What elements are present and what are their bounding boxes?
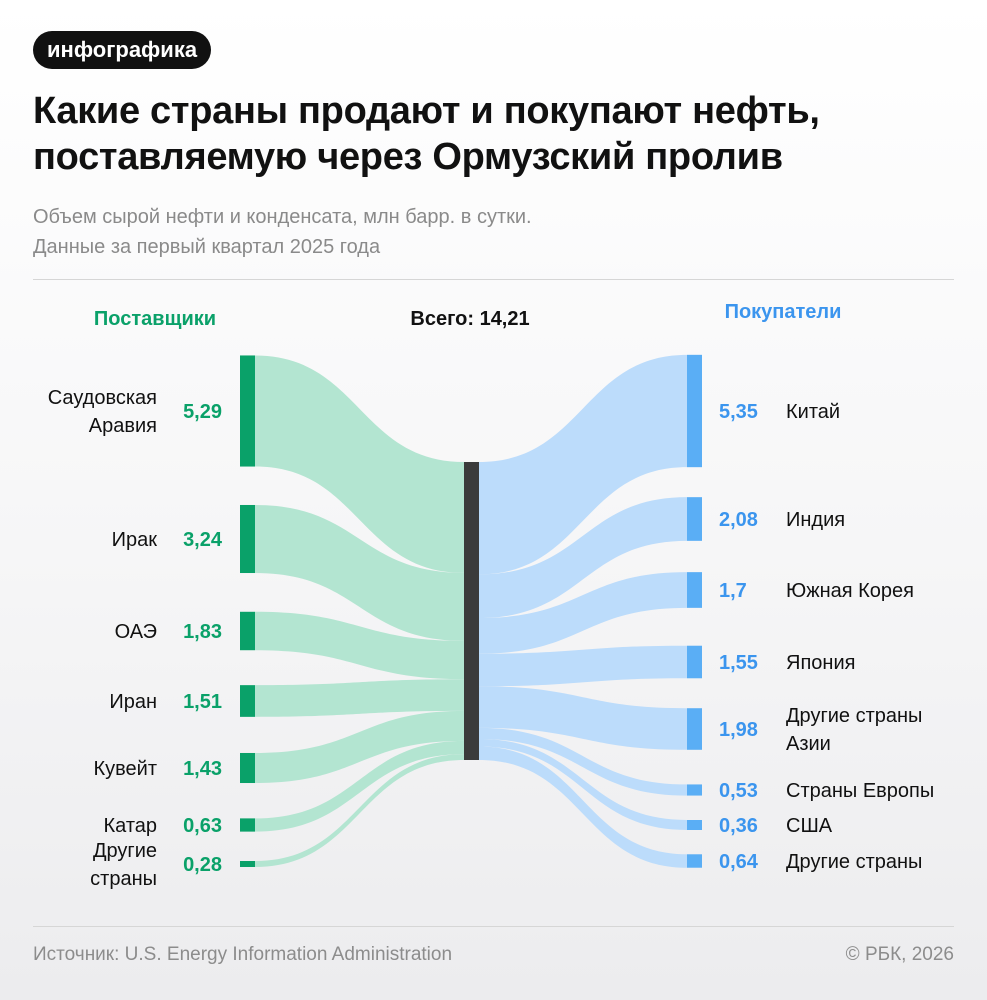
buyer-bar-южная-корея	[687, 572, 702, 608]
bottom-divider	[33, 926, 954, 927]
supplier-value-ирак: 3,24	[183, 529, 223, 551]
supplier-name-катар-0: Катар	[103, 815, 157, 837]
supplier-bar-кувейт	[240, 752, 255, 784]
buyer-bar-китай	[687, 354, 702, 468]
suppliers-header: Поставщики	[94, 308, 216, 330]
supplier-value-саудовская-аравия: 5,29	[183, 401, 222, 423]
sankey-chart: Поставщики Всего: 14,21 Покупатели 5,29 Сауд…	[48, 301, 935, 890]
center-total-bar	[464, 462, 479, 760]
buyer-name-китай-0: Китай	[786, 401, 840, 423]
subtitle-line-1: Объем сырой нефти и конденсата, млн барр…	[33, 206, 532, 228]
buyer-bar-другие-страны-азии	[687, 708, 702, 750]
buyer-value-индия: 2,08	[719, 509, 758, 531]
buyer-name-страны-европы-0: Страны Европы	[786, 780, 934, 802]
buyer-bar-другие-страны	[687, 854, 702, 868]
buyer-flow-южная-корея	[479, 572, 687, 654]
supplier-flow-катар	[255, 740, 464, 832]
supplier-value-другие-страны: 0,28	[183, 854, 222, 876]
subtitle: Объем сырой нефти и конденсата, млн барр…	[33, 202, 963, 262]
buyer-flow-страны-европы	[479, 727, 687, 796]
supplier-flow-кувейт	[255, 710, 464, 784]
supplier-bar-другие-страны	[240, 861, 255, 867]
category-tag: инфографика	[33, 31, 212, 69]
supplier-bar-оаэ	[240, 611, 255, 651]
top-divider	[33, 279, 954, 280]
buyer-name-другие-страны-азии-0: Другие страны	[786, 705, 922, 727]
buyer-bar-сша	[687, 820, 702, 830]
buyer-bar-страны-европы	[687, 784, 702, 796]
supplier-name-саудовская-аравия-1: Аравия	[89, 415, 157, 437]
supplier-value-катар: 0,63	[183, 815, 222, 837]
buyer-name-сша-0: США	[786, 815, 833, 837]
supplier-name-оаэ-0: ОАЭ	[115, 621, 157, 643]
buyer-value-другие-страны: 0,64	[719, 851, 759, 873]
supplier-bar-катар	[240, 818, 255, 832]
supplier-value-иран: 1,51	[183, 691, 222, 713]
title-line-2: поставляемую через Ормузский пролив	[33, 136, 783, 178]
supplier-bar-саудовская-аравия	[240, 355, 255, 467]
supplier-value-оаэ: 1,83	[183, 621, 222, 643]
supplier-value-кувейт: 1,43	[183, 758, 222, 780]
supplier-flow-другие-страны	[255, 754, 464, 867]
buyer-value-сша: 0,36	[719, 815, 758, 837]
buyer-flow-индия	[479, 497, 687, 619]
supplier-name-иран-0: Иран	[109, 691, 157, 713]
buyer-name-южная-корея-0: Южная Корея	[786, 580, 914, 602]
supplier-flow-саудовская-аравия	[255, 355, 464, 573]
buyer-flow-другие-страны-азии	[479, 686, 687, 750]
supplier-bar-ирак	[240, 504, 255, 574]
supplier-name-ирак-0: Ирак	[112, 529, 158, 551]
buyer-flow-япония	[479, 645, 687, 687]
supplier-bar-иран	[240, 685, 255, 717]
buyer-flow-другие-страны	[479, 746, 687, 868]
buyer-flow-сша	[479, 738, 687, 830]
buyer-name-другие-страны-азии-1: Азии	[786, 733, 831, 755]
subtitle-line-2: Данные за первый квартал 2025 года	[33, 236, 381, 258]
supplier-flow-иран	[255, 679, 464, 717]
total-label: Всего: 14,21	[410, 308, 529, 330]
title-line-1: Какие страны продают и покупают нефть,	[33, 90, 820, 132]
buyer-name-япония-0: Япония	[786, 652, 855, 674]
buyer-bar-япония	[687, 645, 702, 679]
buyer-flow-китай	[479, 354, 687, 575]
buyer-value-япония: 1,55	[719, 652, 758, 674]
buyer-name-индия-0: Индия	[786, 509, 845, 531]
buyer-value-южная-корея: 1,7	[719, 580, 747, 602]
buyer-value-другие-страны-азии: 1,98	[719, 719, 758, 741]
source-note: Источник: U.S. Energy Information Admini…	[33, 944, 453, 965]
supplier-name-саудовская-аравия-0: Саудовская	[48, 387, 157, 409]
supplier-flow-оаэ	[255, 611, 464, 680]
buyer-value-страны-европы: 0,53	[719, 780, 758, 802]
buyer-value-китай: 5,35	[719, 401, 758, 423]
buyer-bar-индия	[687, 497, 702, 541]
supplier-name-другие-страны-0: Другие	[93, 840, 157, 862]
supplier-name-другие-страны-1: страны	[90, 868, 157, 890]
copyright: © РБК, 2026	[845, 944, 954, 965]
supplier-flow-ирак	[255, 504, 464, 641]
buyer-name-другие-страны-0: Другие страны	[786, 851, 922, 873]
supplier-name-кувейт-0: Кувейт	[93, 758, 157, 780]
buyers-header: Покупатели	[725, 301, 842, 323]
page-title: Какие страны продают и покупают нефть, п…	[33, 88, 963, 180]
